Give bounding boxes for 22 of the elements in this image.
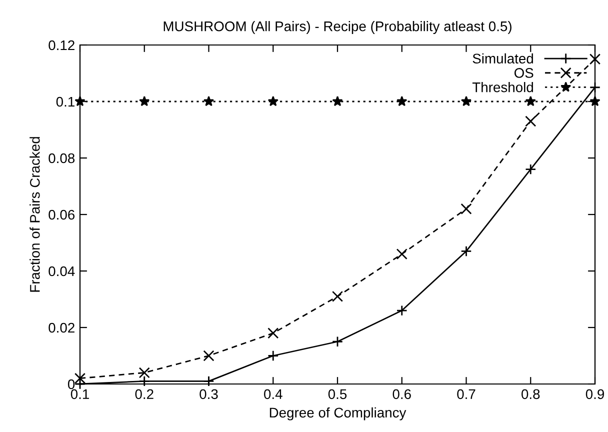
- y-tick-label: 0.1: [56, 96, 74, 107]
- x-tick-label: 0.6: [392, 389, 411, 400]
- y-axis-title: Fraction of Pairs Cracked: [30, 137, 40, 292]
- legend-label: OS: [514, 68, 534, 78]
- legend-label: Simulated: [472, 53, 533, 64]
- y-tick-label: 0.02: [48, 322, 74, 333]
- y-tick-label: 0.06: [48, 210, 75, 220]
- x-tick-label: 0.7: [457, 389, 476, 400]
- x-tick-label: 0.4: [264, 389, 282, 400]
- x-tick-label: 0.2: [135, 389, 154, 400]
- y-tick-label: 0.04: [48, 266, 75, 276]
- x-axis-title: Degree of Compliancy: [270, 407, 406, 420]
- x-tick-label: 0.9: [586, 389, 604, 400]
- legend-label: Threshold: [472, 82, 533, 92]
- x-tick-label: 0.3: [200, 389, 218, 400]
- x-tick-label: 0.5: [328, 389, 347, 400]
- y-tick-label: 0.08: [48, 153, 75, 164]
- y-tick-label: 0: [68, 379, 75, 390]
- x-tick-label: 0.8: [522, 389, 540, 400]
- y-tick-label: 0.12: [48, 40, 74, 50]
- x-tick-label: 0.1: [70, 389, 89, 400]
- chart-title: MUSHROOM (All Pairs) - Recipe (Probability atleast 0.5): [164, 21, 512, 34]
